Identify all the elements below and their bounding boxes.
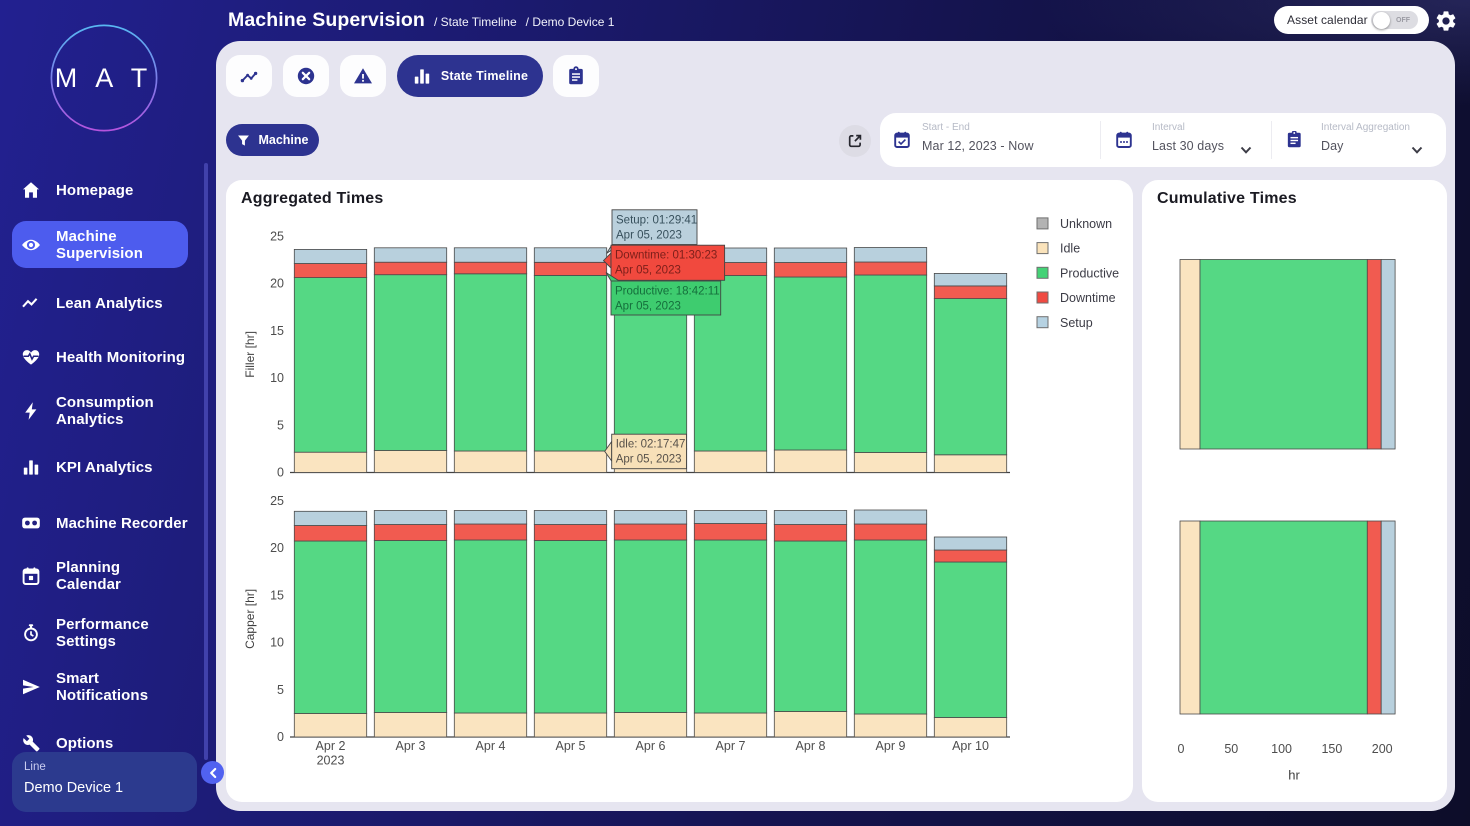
- svg-text:100: 100: [1271, 742, 1292, 756]
- svg-text:Apr 8: Apr 8: [796, 739, 826, 753]
- svg-text:0: 0: [277, 466, 284, 480]
- svg-text:Apr 10: Apr 10: [952, 739, 989, 753]
- svg-text:Apr 4: Apr 4: [476, 739, 506, 753]
- svg-text:25: 25: [270, 494, 284, 508]
- svg-text:Productive: Productive: [1060, 266, 1119, 280]
- svg-text:150: 150: [1321, 742, 1342, 756]
- svg-text:Apr 05, 2023: Apr 05, 2023: [616, 229, 682, 241]
- svg-text:200: 200: [1372, 742, 1393, 756]
- svg-text:Apr 7: Apr 7: [716, 739, 746, 753]
- svg-text:hr: hr: [1288, 768, 1300, 783]
- svg-text:Apr 2: Apr 2: [316, 739, 346, 753]
- svg-text:5: 5: [277, 418, 284, 432]
- svg-text:Apr 05, 2023: Apr 05, 2023: [616, 454, 682, 466]
- svg-text:20: 20: [270, 541, 284, 555]
- svg-text:50: 50: [1224, 742, 1238, 756]
- svg-text:Downtime: Downtime: [1060, 291, 1116, 305]
- svg-text:10: 10: [270, 371, 284, 385]
- svg-text:Apr 05, 2023: Apr 05, 2023: [615, 301, 681, 313]
- svg-text:M A T: M A T: [55, 63, 154, 93]
- svg-text:Setup: 01:29:41: Setup: 01:29:41: [616, 214, 697, 226]
- svg-text:Idle: Idle: [1060, 242, 1080, 256]
- svg-text:2023: 2023: [317, 754, 345, 768]
- svg-text:0: 0: [1178, 742, 1185, 756]
- svg-text:Setup: Setup: [1060, 316, 1093, 330]
- svg-text:15: 15: [270, 324, 284, 338]
- svg-text:20: 20: [270, 277, 284, 291]
- svg-text:Productive: 18:42:11: Productive: 18:42:11: [615, 286, 720, 298]
- svg-text:Unknown: Unknown: [1060, 217, 1112, 231]
- svg-text:Apr 9: Apr 9: [876, 739, 906, 753]
- svg-text:10: 10: [270, 636, 284, 650]
- svg-text:15: 15: [270, 588, 284, 602]
- svg-text:Apr 6: Apr 6: [636, 739, 666, 753]
- svg-text:Apr 05, 2023: Apr 05, 2023: [615, 265, 681, 277]
- svg-text:Apr 3: Apr 3: [396, 739, 426, 753]
- svg-text:Capper [hr]: Capper [hr]: [243, 589, 257, 649]
- svg-text:Apr 5: Apr 5: [556, 739, 586, 753]
- svg-text:5: 5: [277, 683, 284, 697]
- svg-text:0: 0: [277, 730, 284, 744]
- svg-text:Idle: 02:17:47: Idle: 02:17:47: [616, 439, 686, 451]
- svg-text:Downtime: 01:30:23: Downtime: 01:30:23: [615, 250, 717, 262]
- svg-text:Filler [hr]: Filler [hr]: [243, 331, 257, 378]
- svg-text:25: 25: [270, 230, 284, 244]
